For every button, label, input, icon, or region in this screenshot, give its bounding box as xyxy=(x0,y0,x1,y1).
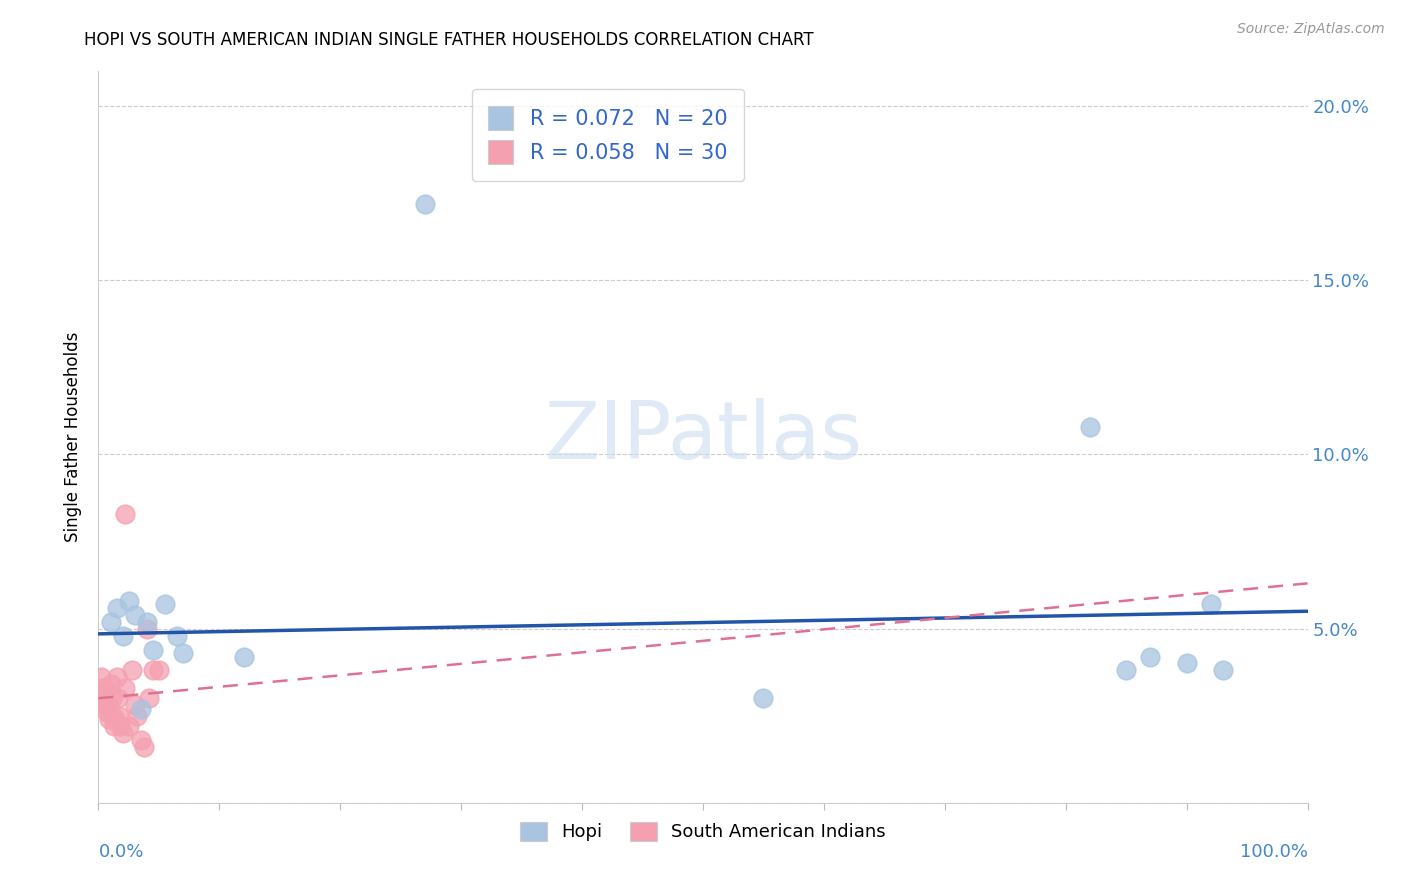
Point xyxy=(138,691,160,706)
Point xyxy=(232,649,254,664)
Point xyxy=(91,681,114,695)
Point xyxy=(413,196,436,211)
Point xyxy=(118,594,141,608)
Point xyxy=(142,642,165,657)
Point xyxy=(142,664,165,678)
Point xyxy=(121,664,143,678)
Point xyxy=(127,708,149,723)
Point xyxy=(105,600,128,615)
Point xyxy=(90,670,112,684)
Point xyxy=(166,629,188,643)
Point xyxy=(111,726,134,740)
Point xyxy=(134,740,156,755)
Point xyxy=(100,615,122,629)
Point xyxy=(129,733,152,747)
Point xyxy=(752,691,775,706)
Point xyxy=(107,691,129,706)
Point xyxy=(108,719,131,733)
Text: HOPI VS SOUTH AMERICAN INDIAN SINGLE FATHER HOUSEHOLDS CORRELATION CHART: HOPI VS SOUTH AMERICAN INDIAN SINGLE FAT… xyxy=(84,31,814,49)
Point xyxy=(1199,597,1222,611)
Point xyxy=(118,719,141,733)
Point xyxy=(1139,649,1161,664)
Point xyxy=(97,698,120,713)
Point xyxy=(129,702,152,716)
Point xyxy=(108,708,131,723)
Text: Source: ZipAtlas.com: Source: ZipAtlas.com xyxy=(1237,22,1385,37)
Point xyxy=(114,681,136,695)
Text: 0.0%: 0.0% xyxy=(98,843,143,861)
Point xyxy=(135,615,157,629)
Point xyxy=(1078,419,1101,434)
Point xyxy=(172,646,194,660)
Point xyxy=(105,670,128,684)
Point xyxy=(93,698,115,713)
Point xyxy=(124,607,146,622)
Point xyxy=(111,629,134,643)
Point xyxy=(98,712,121,726)
Point xyxy=(104,712,127,726)
Point xyxy=(100,691,122,706)
Point xyxy=(1175,657,1198,671)
Point xyxy=(148,664,170,678)
Point xyxy=(91,691,114,706)
Text: 100.0%: 100.0% xyxy=(1240,843,1308,861)
Point xyxy=(1212,664,1234,678)
Point xyxy=(124,698,146,713)
Point xyxy=(135,622,157,636)
Point xyxy=(101,708,124,723)
Point xyxy=(1115,664,1137,678)
Y-axis label: Single Father Households: Single Father Households xyxy=(65,332,83,542)
Point xyxy=(103,719,125,733)
Point xyxy=(94,684,117,698)
Point xyxy=(153,597,176,611)
Text: ZIPatlas: ZIPatlas xyxy=(544,398,862,476)
Legend: Hopi, South American Indians: Hopi, South American Indians xyxy=(513,814,893,848)
Point xyxy=(114,507,136,521)
Point xyxy=(96,705,118,719)
Point xyxy=(100,677,122,691)
